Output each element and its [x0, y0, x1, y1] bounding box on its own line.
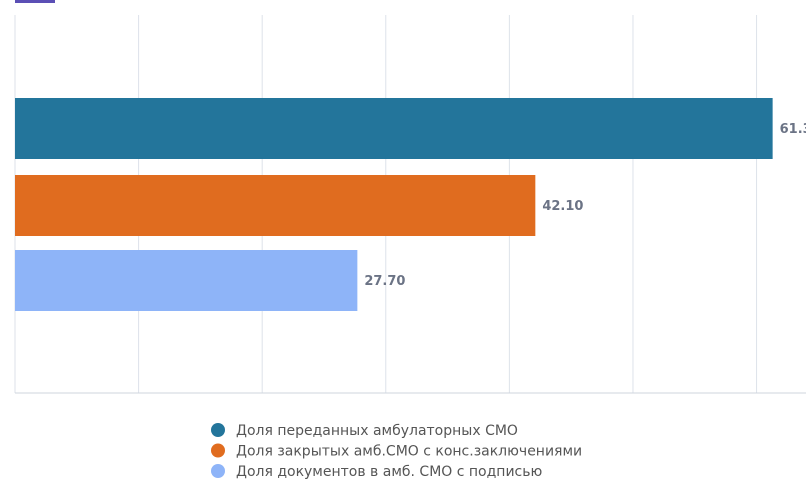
legend-marker: [211, 443, 225, 458]
legend-label: Доля переданных амбулаторных СМО: [236, 423, 518, 439]
bar: [15, 98, 773, 159]
value-label: 27.70: [364, 274, 405, 289]
legend-marker: [211, 464, 225, 478]
value-label: 42.10: [542, 199, 583, 214]
value-label: 61.30: [780, 122, 806, 137]
legend-label: Доля документов в амб. СМО с подписью: [236, 464, 543, 480]
toolbar-edge: [15, 0, 55, 3]
legend-label: Доля закрытых амб.СМО с конс.заключениям…: [236, 444, 582, 460]
bar: [15, 175, 536, 236]
bar: [15, 250, 358, 311]
legend-marker: [211, 423, 225, 437]
